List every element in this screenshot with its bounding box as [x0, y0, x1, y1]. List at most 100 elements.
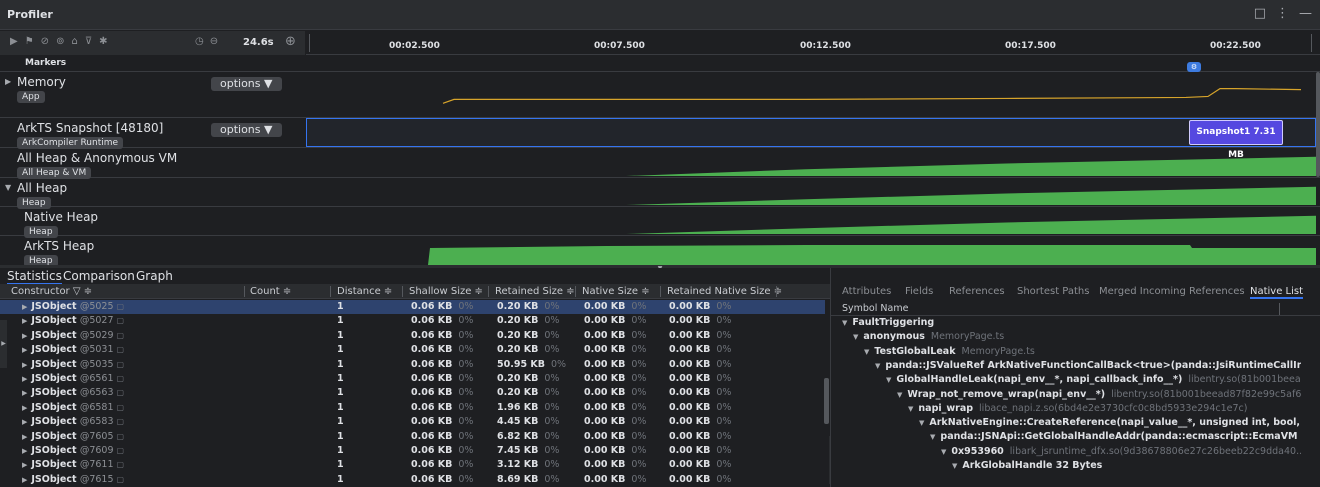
col-shallow-size[interactable]: Shallow Size ≑	[409, 286, 483, 297]
table-row[interactable]: ▶ JSObject @6561 ▢ 1 0.06 KB 0% 0.20 KB 0% 0.00 …	[0, 372, 825, 386]
tree-node[interactable]: ▼ FaultTriggering	[842, 317, 1301, 331]
goto-source-icon[interactable]: ▢	[116, 460, 125, 470]
timeline-scrollbar[interactable]	[1316, 72, 1320, 177]
lane-all-heap-vm[interactable]: All Heap & Anonymous VM All Heap & VM	[0, 148, 1320, 179]
collapse-arrow-icon[interactable]: ▼	[941, 447, 947, 456]
table-row[interactable]: ▶ JSObject @6563 ▢ 1 0.06 KB 0% 0.20 KB 0% 0.00 …	[0, 386, 825, 400]
table-row[interactable]: ▶ JSObject @5027 ▢ 1 0.06 KB 0% 0.20 KB 0% 0.00 …	[0, 314, 825, 328]
detail-tab-merged-incoming-references[interactable]: Merged Incoming References	[1099, 286, 1245, 297]
tree-node[interactable]: ▼ Wrap_not_remove_wrap(napi_env__*) libent…	[897, 389, 1301, 403]
detail-tab-references[interactable]: References	[949, 286, 1005, 297]
goto-source-icon[interactable]: ▢	[116, 446, 125, 455]
table-row[interactable]: ▶ JSObject @5031 ▢ 1 0.06 KB 0% 0.20 KB 0% 0.00 …	[0, 343, 825, 357]
tab-comparison[interactable]: Comparison	[63, 269, 135, 283]
table-row[interactable]: ▶ JSObject @6583 ▢ 1 0.06 KB 0% 4.45 KB 0% 0.00 …	[0, 415, 825, 429]
expand-arrow-icon[interactable]: ▶	[22, 346, 28, 355]
lane-arkts-snapshot[interactable]: ArkTS Snapshot [48180] ArkCompiler Runti…	[0, 118, 1320, 149]
more-icon[interactable]: ⋮	[1276, 6, 1289, 21]
col-retained-native-size[interactable]: Retained Native Size ≑	[667, 286, 783, 297]
goto-source-icon[interactable]: ▢	[116, 316, 125, 326]
goto-source-icon[interactable]: ▢	[116, 330, 125, 340]
settings-icon[interactable]: ✱	[99, 36, 108, 47]
expand-arrow-icon[interactable]: ▶	[22, 432, 28, 441]
table-row[interactable]: ▶ JSObject @7611 ▢ 1 0.06 KB 0% 3.12 KB 0% 0.00 …	[0, 458, 825, 472]
goto-source-icon[interactable]: ▢	[116, 345, 125, 355]
expand-arrow-icon[interactable]: ▶	[5, 77, 12, 86]
restore-icon[interactable]: □	[1253, 6, 1266, 21]
table-row[interactable]: ▶ JSObject @5029 ▢ 1 0.06 KB 0% 0.20 KB 0% 0.00 …	[0, 329, 825, 343]
col-constructor[interactable]: Constructor ▽ ≑	[11, 286, 93, 297]
col-native-size[interactable]: Native Size ≑	[582, 286, 650, 297]
table-scrollbar[interactable]	[824, 378, 829, 424]
detail-tab-native-list[interactable]: Native List	[1250, 286, 1304, 299]
snapshot-badge[interactable]: Snapshot1 7.31 MB	[1189, 120, 1283, 160]
col-retained-size[interactable]: Retained Size ≑	[495, 286, 575, 297]
symbol-name-label[interactable]: Symbol Name	[842, 303, 909, 314]
gc-marker-icon[interactable]: ⚙	[1187, 62, 1201, 72]
collapse-arrow-icon[interactable]: ▼	[875, 361, 881, 370]
tree-node[interactable]: ▼ ArkGlobalHandle 32 Bytes	[952, 460, 1301, 474]
tree-node[interactable]: ▼ ArkNativeEngine::CreateReference(napi_v…	[919, 417, 1301, 431]
play-icon[interactable]: ▶	[10, 36, 18, 47]
collapse-arrow-icon[interactable]: ▼	[930, 433, 936, 442]
options-dropdown[interactable]: options ▼	[211, 123, 282, 137]
goto-source-icon[interactable]: ▢	[116, 474, 125, 484]
lane-arkts-heap[interactable]: ArkTS Heap Heap	[0, 236, 1320, 267]
collapse-arrow-icon[interactable]: ▼	[886, 376, 892, 385]
collapse-arrow-icon[interactable]: ▼	[5, 183, 12, 192]
tab-graph[interactable]: Graph	[136, 269, 173, 283]
collapse-arrow-icon[interactable]: ▼	[919, 419, 925, 428]
expand-arrow-icon[interactable]: ▶	[22, 403, 28, 412]
table-row[interactable]: ▶ JSObject @7609 ▢ 1 0.06 KB 0% 7.45 KB 0% 0.00 …	[0, 444, 825, 458]
gc-icon[interactable]: ⊘	[40, 36, 50, 47]
capture-icon[interactable]: ⊚	[56, 36, 65, 47]
collapse-arrow-icon[interactable]: ▼	[842, 319, 848, 327]
expand-arrow-icon[interactable]: ▶	[22, 447, 28, 455]
clock-icon[interactable]: ◷	[195, 36, 204, 47]
goto-source-icon[interactable]: ▢	[116, 431, 125, 441]
expand-arrow-icon[interactable]: ▶	[22, 475, 28, 484]
detail-tab-shortest-paths[interactable]: Shortest Paths	[1017, 286, 1090, 297]
col-distance[interactable]: Distance ≑	[337, 286, 393, 297]
lock-icon[interactable]: ⌂	[71, 36, 78, 47]
collapse-arrow-icon[interactable]: ▼	[853, 333, 859, 342]
options-dropdown[interactable]: options ▼	[211, 77, 282, 91]
lane-all-heap[interactable]: ▼ All Heap Heap	[0, 178, 1320, 209]
tree-node[interactable]: ▼ GlobalHandleLeak(napi_env__*, napi_call…	[886, 374, 1301, 388]
left-collapse-icon[interactable]: ▶	[0, 320, 7, 368]
table-row[interactable]: ▶ JSObject @5035 ▢ 1 0.06 KB 0% 50.95 KB 0% 0.00…	[0, 358, 825, 372]
expand-arrow-icon[interactable]: ▶	[22, 303, 28, 311]
zoom-out-icon[interactable]: ⊖	[209, 36, 219, 47]
goto-source-icon[interactable]: ▢	[116, 388, 125, 398]
collapse-arrow-icon[interactable]: ▼	[864, 347, 870, 356]
collapse-arrow-icon[interactable]: ▼	[897, 390, 903, 399]
col-count[interactable]: Count ≑	[250, 286, 292, 297]
collapse-arrow-icon[interactable]: ▼	[908, 404, 914, 413]
goto-source-icon[interactable]: ▢	[116, 302, 125, 311]
detail-tab-attributes[interactable]: Attributes	[842, 286, 892, 297]
expand-arrow-icon[interactable]: ▶	[22, 418, 28, 427]
table-row[interactable]: ▶ JSObject @6581 ▢ 1 0.06 KB 0% 1.96 KB 0% 0.00 …	[0, 401, 825, 415]
lane-native-heap[interactable]: Native Heap Heap	[0, 207, 1320, 238]
tab-statistics[interactable]: Statistics	[7, 269, 62, 285]
minimize-icon[interactable]: —	[1299, 6, 1312, 21]
tree-node[interactable]: ▼ 0x953960 libark_jsruntime_dfx.so(9d38678…	[941, 446, 1301, 460]
zoom-in-icon[interactable]: ⊕	[285, 34, 296, 49]
expand-arrow-icon[interactable]: ▶	[22, 389, 28, 398]
collapse-arrow-icon[interactable]: ▼	[952, 462, 958, 470]
flag-icon[interactable]: ⚑	[24, 36, 34, 47]
goto-source-icon[interactable]: ▢	[116, 417, 125, 427]
expand-arrow-icon[interactable]: ▶	[22, 375, 28, 383]
goto-source-icon[interactable]: ▢	[116, 374, 125, 383]
tree-node[interactable]: ▼ anonymous MemoryPage.ts	[853, 331, 1301, 345]
tree-node[interactable]: ▼ panda::JSNApi::GetGlobalHandleAddr(pand…	[930, 431, 1301, 445]
table-row[interactable]: ▶ JSObject @7615 ▢ 1 0.06 KB 0% 8.69 KB 0% 0.00 …	[0, 473, 825, 487]
expand-arrow-icon[interactable]: ▶	[22, 461, 28, 470]
table-row[interactable]: ▶ JSObject @7605 ▢ 1 0.06 KB 0% 6.82 KB 0% 0.00 …	[0, 430, 825, 444]
expand-arrow-icon[interactable]: ▶	[22, 360, 28, 369]
lane-memory[interactable]: ▶ Memory App options ▼	[0, 72, 1320, 118]
expand-arrow-icon[interactable]: ▶	[22, 331, 28, 340]
tree-node[interactable]: ▼ TestGlobalLeak MemoryPage.ts	[864, 346, 1301, 360]
expand-arrow-icon[interactable]: ▶	[22, 317, 28, 326]
goto-source-icon[interactable]: ▢	[116, 359, 125, 369]
